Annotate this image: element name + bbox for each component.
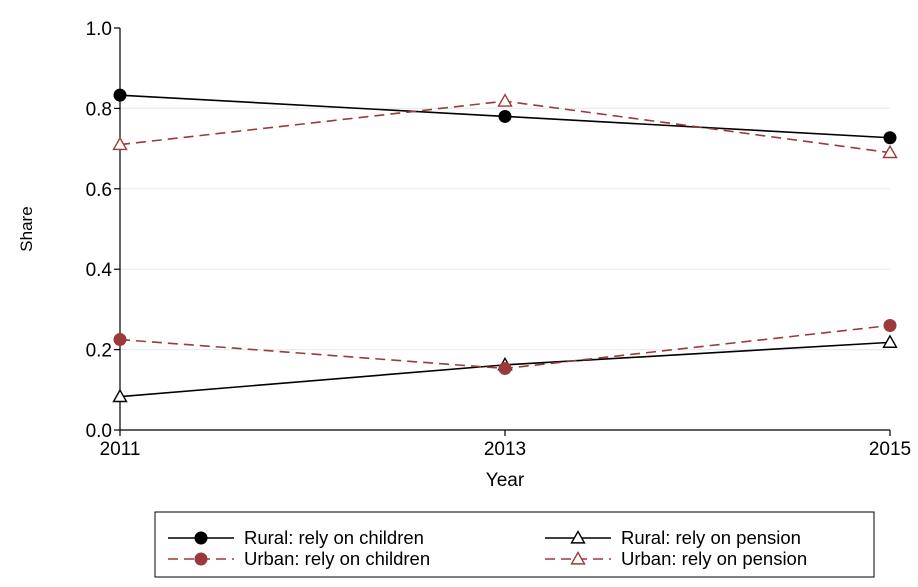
legend: Rural: rely on children Rural: rely on pe…: [154, 511, 875, 578]
y-tick-label: 0.0: [86, 421, 112, 442]
x-axis-title: Year: [486, 470, 525, 491]
legend-label: Urban: rely on children: [244, 548, 430, 569]
series-1: [113, 88, 897, 145]
data-point: [113, 88, 127, 102]
y-axis-ticks: 0.0 0.2 0.4 0.6 0.8 1.0: [86, 19, 120, 442]
x-axis-ticks: 2011 2013 2015: [100, 430, 911, 460]
x-tick-label: 2013: [484, 439, 526, 460]
data-point: [498, 361, 512, 375]
legend-label: Rural: rely on pension: [621, 527, 801, 548]
data-point: [882, 144, 898, 159]
legend-item: Rural: rely on pension: [545, 527, 801, 548]
x-tick-label: 2011: [100, 439, 141, 460]
legend-item: Urban: rely on children: [168, 548, 430, 569]
series-group: [112, 88, 898, 403]
data-point: [112, 388, 128, 403]
y-tick-label: 0.4: [86, 260, 113, 281]
legend-box: [154, 511, 875, 578]
legend-swatch-marker: [570, 530, 586, 544]
y-axis-title: Share: [17, 206, 36, 251]
series-4: [112, 93, 898, 159]
legend-swatch-marker: [194, 552, 208, 566]
data-point: [113, 333, 127, 347]
legend-swatch-marker: [570, 551, 586, 565]
y-tick-label: 0.8: [86, 99, 112, 120]
data-point: [112, 136, 128, 151]
y-tick-label: 0.2: [86, 341, 112, 362]
data-point: [883, 318, 897, 332]
x-tick-label: 2015: [869, 439, 911, 460]
legend-label: Rural: rely on children: [244, 527, 424, 548]
data-point: [883, 131, 897, 145]
legend-item: Urban: rely on pension: [545, 548, 807, 569]
y-tick-label: 0.6: [86, 180, 112, 201]
legend-item: Rural: rely on children: [168, 527, 424, 548]
legend-label: Urban: rely on pension: [621, 548, 807, 569]
y-tick-label: 1.0: [86, 19, 112, 40]
data-point: [497, 93, 513, 107]
data-point: [882, 334, 898, 348]
series-3: [113, 318, 897, 375]
data-point: [498, 109, 512, 123]
grid-lines: [120, 107, 890, 351]
legend-items: Rural: rely on children Rural: rely on pe…: [168, 527, 807, 569]
legend-swatch-marker: [194, 531, 208, 545]
